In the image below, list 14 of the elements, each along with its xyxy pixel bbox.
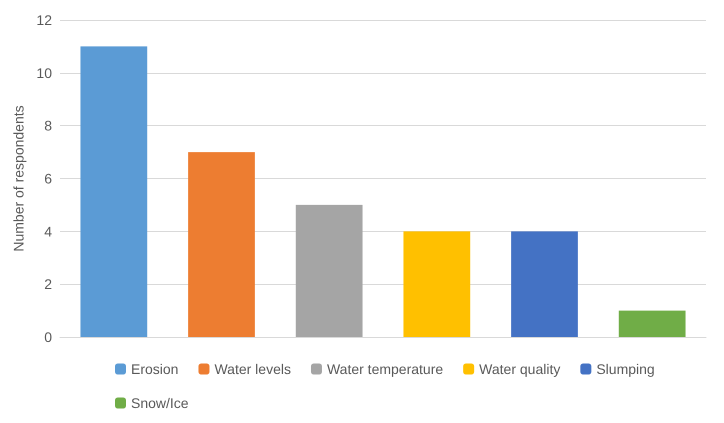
y-tick-label: 12 (36, 12, 52, 28)
legend-label: Erosion (131, 361, 178, 377)
y-tick-label: 2 (44, 276, 52, 292)
legend-label: Water temperature (326, 361, 444, 377)
y-tick-label: 10 (36, 64, 52, 81)
legend-label: Snow/Ice (131, 395, 189, 411)
y-axis-title: Number of respondents (10, 105, 27, 252)
legend-label: Slumping (596, 361, 655, 377)
y-tick-label: 6 (44, 170, 52, 186)
legend-label: Water levels (214, 361, 291, 377)
y-tick-label: 8 (44, 118, 52, 134)
y-tick-label: 4 (44, 223, 52, 240)
y-tick-label: 0 (44, 329, 52, 345)
legend-label: Water quality (479, 361, 560, 377)
